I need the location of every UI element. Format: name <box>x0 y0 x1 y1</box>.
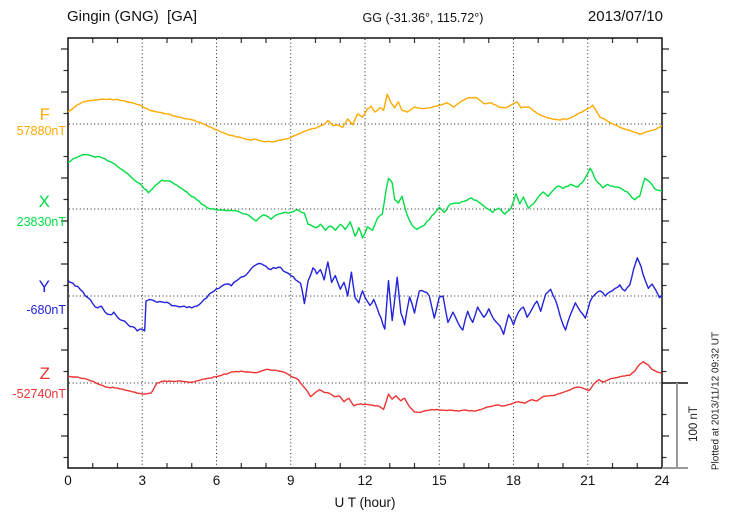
plot-date: 2013/07/10 <box>587 8 663 25</box>
station-title: Gingin (GNG) [GA] <box>67 8 198 25</box>
series-baseline-Z: -52740nT <box>12 387 66 401</box>
scale-bar <box>662 382 688 469</box>
x-tick-label: 15 <box>431 473 447 488</box>
scale-bar-label: 100 nT <box>688 406 700 442</box>
series-label-X: X <box>38 192 50 211</box>
x-tick-label: 6 <box>212 473 221 488</box>
series-label-Z: Z <box>39 364 50 383</box>
x-tick-label: 24 <box>654 473 670 488</box>
hour-ticks <box>92 38 638 468</box>
x-tick-label: 9 <box>286 473 295 488</box>
x-tick-label: 21 <box>580 473 596 488</box>
trace-Z <box>67 361 663 413</box>
x-tick-label: 18 <box>505 473 522 488</box>
series-baseline-Y: -680nT <box>26 303 66 317</box>
plotted-timestamp-note: Plotted at 2013/11/12 09:32 UT <box>710 331 722 471</box>
x-axis-tick-labels: 0 3 6 9 12 15 18 21 24 <box>0 473 730 489</box>
series-label-Y: Y <box>38 277 50 296</box>
trace-F <box>67 93 663 143</box>
series-baseline-F: 57880nT <box>16 124 66 138</box>
x-axis-title: U T (hour) <box>334 495 396 510</box>
series-baseline-X: 23830nT <box>16 215 66 229</box>
x-tick-label: 0 <box>64 473 72 488</box>
observatory-coordinates: GG (-31.36°, 115.72°) <box>362 11 484 25</box>
series-label-F: F <box>39 105 50 124</box>
trace-Y <box>67 257 663 335</box>
x-tick-label: 12 <box>357 473 373 488</box>
trace-X <box>67 153 663 239</box>
plot-frame <box>67 37 663 469</box>
x-tick-label: 3 <box>138 473 147 488</box>
gridlines <box>69 39 661 467</box>
